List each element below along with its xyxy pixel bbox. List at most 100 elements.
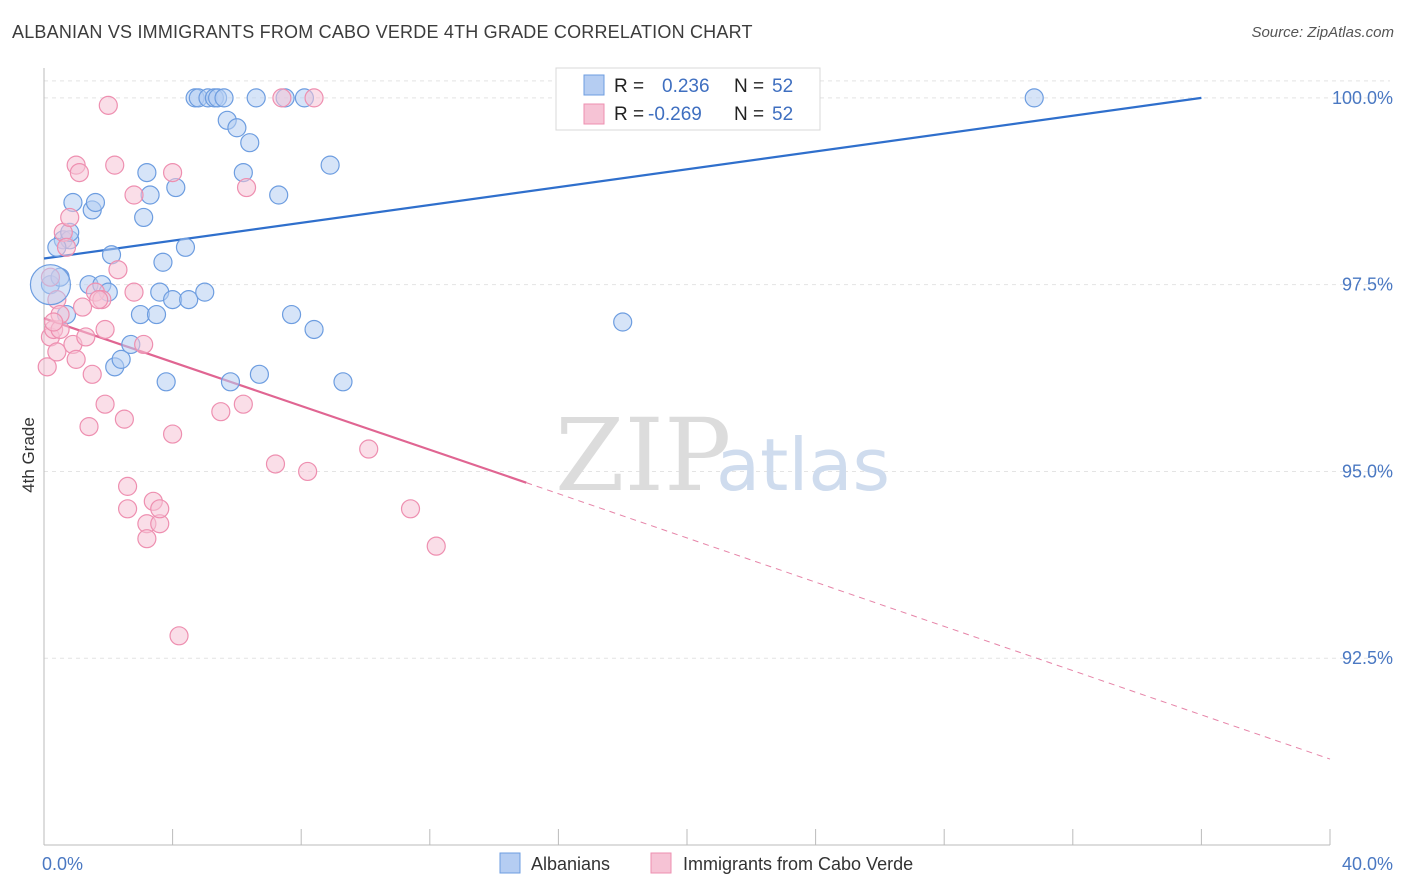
legend-n-value-cabo-verde: 52 xyxy=(772,104,793,125)
legend-swatch-albanians-bottom xyxy=(499,852,521,874)
series-0 xyxy=(40,88,1044,392)
point-0-32 xyxy=(214,88,234,108)
watermark-zip: ZIP xyxy=(555,397,731,514)
point-1-33 xyxy=(137,529,157,549)
legend-swatch-cabo-verde xyxy=(583,103,605,125)
data-points xyxy=(29,88,1044,646)
point-0-21 xyxy=(156,372,176,392)
point-1-42 xyxy=(236,177,257,198)
point-0-12 xyxy=(111,349,131,369)
point-1-45 xyxy=(298,461,318,482)
trend-line-albanians xyxy=(43,96,1202,260)
legend-n-value-albanians: 52 xyxy=(772,76,793,97)
point-1-37 xyxy=(163,162,183,183)
point-0-39 xyxy=(249,364,270,384)
point-1-28 xyxy=(117,476,138,496)
point-1-0 xyxy=(37,357,57,377)
point-1-27 xyxy=(117,499,138,519)
point-0-44 xyxy=(304,319,324,340)
y-axis-label: 4th Grade xyxy=(19,417,38,493)
chart-title: ALBANIAN VS IMMIGRANTS FROM CABO VERDE 4… xyxy=(12,22,753,42)
legend-swatch-albanians xyxy=(583,74,605,96)
point-1-17 xyxy=(79,417,99,437)
point-0-7 xyxy=(85,192,106,213)
legend-r-label-cabo-verde: R = xyxy=(614,104,644,125)
trend-line-cabo-verde xyxy=(43,317,527,484)
point-0-17 xyxy=(140,185,160,205)
point-0-37 xyxy=(240,133,260,153)
point-0-34 xyxy=(220,372,241,392)
point-0-22 xyxy=(163,290,183,310)
y-tick-label-2: 97.5% xyxy=(1342,275,1393,295)
point-0-16 xyxy=(137,162,157,183)
point-1-26 xyxy=(114,409,134,429)
trend-line-cabo-verde-extension xyxy=(526,482,1331,760)
point-1-40 xyxy=(211,402,231,422)
point-1-22 xyxy=(95,394,115,414)
point-0-38 xyxy=(246,88,266,108)
legend-top: R = 0.236 N = 52 R = -0.269 N = 52 xyxy=(555,67,821,131)
legend-label-cabo-verde: Immigrants from Cabo Verde xyxy=(683,854,913,874)
point-1-39 xyxy=(169,626,189,646)
source-credit: Source: ZipAtlas.com xyxy=(1251,24,1394,41)
axes xyxy=(43,68,1331,846)
series-1 xyxy=(37,88,446,646)
point-0-51 xyxy=(1024,88,1044,108)
point-0-15 xyxy=(134,207,154,228)
point-0-25 xyxy=(179,290,199,310)
point-large-albanians xyxy=(29,264,72,306)
point-1-36 xyxy=(150,499,170,519)
y-tick-labels: 92.5% 95.0% 97.5% 100.0% xyxy=(1332,88,1393,668)
point-1-15 xyxy=(72,297,93,317)
point-1-44 xyxy=(272,88,292,108)
point-1-51 xyxy=(89,290,109,310)
legend-r-value-cabo-verde: -0.269 xyxy=(648,104,702,125)
point-1-46 xyxy=(304,88,324,108)
point-1-48 xyxy=(400,499,421,519)
y-tick-label-1: 95.0% xyxy=(1342,461,1393,481)
point-1-25 xyxy=(108,260,128,280)
point-1-24 xyxy=(105,155,125,175)
point-1-29 xyxy=(124,185,144,205)
legend-r-value-albanians: 0.236 xyxy=(662,76,710,97)
point-0-20 xyxy=(153,252,173,272)
x-tick-labels: 0.0% 40.0% xyxy=(42,854,1393,874)
point-0-18 xyxy=(146,304,167,325)
legend-n-label-albanians: N = xyxy=(734,76,764,97)
legend-n-label-cabo-verde: N = xyxy=(734,104,764,125)
y-tick-label-3: 100.0% xyxy=(1332,88,1393,108)
point-1-47 xyxy=(359,439,379,459)
watermark: ZIP atlas xyxy=(555,397,890,514)
point-1-50 xyxy=(44,312,64,332)
point-0-42 xyxy=(281,304,302,325)
point-1-30 xyxy=(124,282,144,302)
watermark-atlas: atlas xyxy=(716,423,890,507)
point-1-41 xyxy=(233,394,253,414)
point-1-49 xyxy=(426,536,446,556)
point-1-14 xyxy=(69,162,89,183)
point-0-45 xyxy=(320,155,340,175)
point-0-28 xyxy=(195,282,215,302)
x-tick-label-0: 0.0% xyxy=(42,854,83,874)
legend-bottom: Albanians Immigrants from Cabo Verde xyxy=(499,852,913,874)
point-1-43 xyxy=(265,454,286,474)
point-0-14 xyxy=(130,304,151,325)
point-1-5 xyxy=(47,342,67,362)
legend-swatch-cabo-verde-bottom xyxy=(650,852,672,874)
x-tick-label-1: 40.0% xyxy=(1342,854,1393,874)
point-1-31 xyxy=(134,334,154,355)
y-tick-label-0: 92.5% xyxy=(1342,648,1393,668)
point-1-10 xyxy=(60,207,80,228)
legend-label-albanians: Albanians xyxy=(531,854,610,874)
point-1-21 xyxy=(95,319,115,340)
point-0-46 xyxy=(333,372,353,392)
point-1-18 xyxy=(82,364,102,384)
point-1-16 xyxy=(76,327,96,347)
point-1-38 xyxy=(163,424,183,444)
point-0-24 xyxy=(175,237,196,257)
point-1-23 xyxy=(98,95,118,115)
point-0-35 xyxy=(227,118,247,138)
legend-r-label-albanians: R = xyxy=(614,76,644,97)
point-1-9 xyxy=(56,237,77,257)
